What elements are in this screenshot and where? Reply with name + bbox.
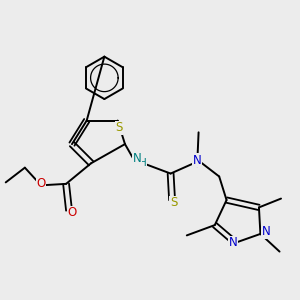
Text: N: N	[262, 225, 271, 238]
Text: O: O	[36, 177, 46, 190]
Text: O: O	[67, 206, 76, 219]
Text: H: H	[139, 158, 146, 168]
Text: N: N	[193, 154, 202, 167]
Text: N: N	[229, 236, 237, 249]
Text: S: S	[170, 196, 177, 209]
Text: S: S	[116, 122, 123, 134]
Text: N: N	[132, 152, 141, 165]
